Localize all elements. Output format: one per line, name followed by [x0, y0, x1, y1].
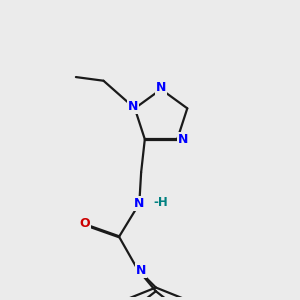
Text: N: N [136, 265, 146, 278]
Text: N: N [156, 81, 166, 94]
Text: -H: -H [153, 196, 168, 209]
Text: N: N [134, 197, 145, 210]
Text: N: N [178, 133, 188, 146]
Text: N: N [128, 100, 138, 113]
Text: O: O [80, 218, 90, 230]
